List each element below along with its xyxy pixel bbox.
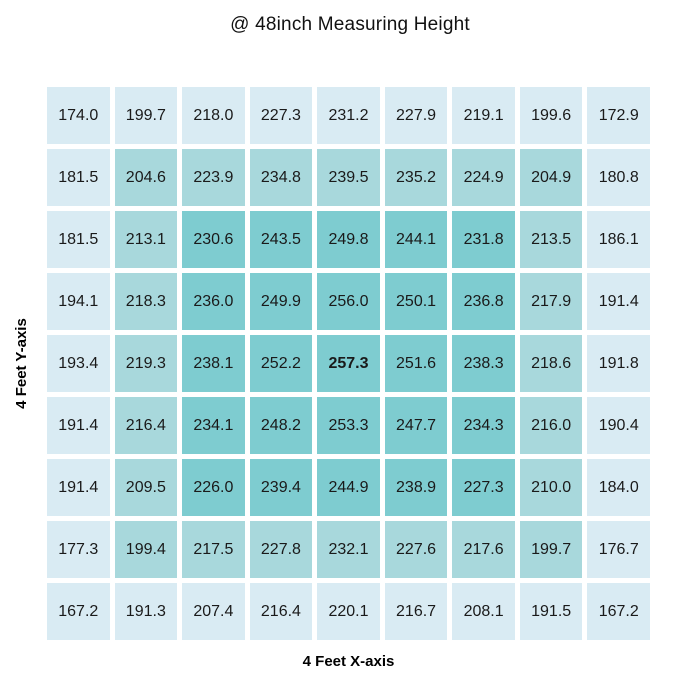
x-axis-label: 4 Feet X-axis — [302, 653, 395, 670]
heatmap-cell: 227.8 — [249, 521, 313, 578]
heatmap-cell: 236.0 — [182, 273, 245, 330]
heatmap-cell: 180.8 — [587, 149, 650, 206]
heatmap-cell: 232.1 — [317, 521, 380, 578]
heatmap-cell: 243.5 — [249, 211, 313, 268]
heatmap-cell: 252.2 — [249, 335, 313, 392]
heatmap-cell: 248.2 — [249, 397, 313, 454]
heatmap-cell: 219.3 — [114, 335, 178, 392]
heatmap-cell: 191.4 — [47, 459, 110, 516]
y-axis-label: 4 Feet Y-axis — [12, 318, 30, 409]
heatmap-cell: 249.9 — [249, 273, 313, 330]
heatmap-cell: 227.9 — [384, 87, 448, 144]
heatmap-cell: 234.1 — [182, 397, 245, 454]
heatmap-cell: 250.1 — [384, 273, 448, 330]
heatmap-cell: 217.9 — [519, 273, 583, 330]
heatmap-cell: 218.3 — [114, 273, 178, 330]
heatmap-cell: 177.3 — [47, 521, 110, 578]
heatmap-cell: 167.2 — [587, 583, 650, 640]
heatmap-cell: 167.2 — [47, 583, 110, 640]
heatmap-cell: 236.8 — [452, 273, 515, 330]
heatmap-cell: 239.4 — [249, 459, 313, 516]
heatmap-cell: 184.0 — [587, 459, 650, 516]
heatmap-cell: 204.9 — [519, 149, 583, 206]
heatmap-cell: 209.5 — [114, 459, 178, 516]
heatmap-cell: 204.6 — [114, 149, 178, 206]
heatmap-cell: 174.0 — [47, 87, 110, 144]
heatmap-cell: 224.9 — [452, 149, 515, 206]
heatmap-cell: 194.1 — [47, 273, 110, 330]
heatmap-cell: 234.3 — [452, 397, 515, 454]
heatmap-cell: 191.3 — [114, 583, 178, 640]
heatmap-cell: 231.2 — [317, 87, 380, 144]
heatmap-cell: 190.4 — [587, 397, 650, 454]
heatmap-cell: 191.5 — [519, 583, 583, 640]
heatmap-cell: 244.1 — [384, 211, 448, 268]
heatmap-cell: 193.4 — [47, 335, 110, 392]
heatmap-cell: 186.1 — [587, 211, 650, 268]
y-axis-label-container: 4 Feet Y-axis — [0, 87, 42, 640]
chart-title: @ 48inch Measuring Height — [230, 14, 470, 35]
heatmap-cell: 208.1 — [452, 583, 515, 640]
heatmap-cell: 216.0 — [519, 397, 583, 454]
heatmap-cell: 176.7 — [587, 521, 650, 578]
heatmap-cell: 218.0 — [182, 87, 245, 144]
heatmap-cell: 181.5 — [47, 211, 110, 268]
heatmap-cell: 223.9 — [182, 149, 245, 206]
heatmap-cell: 216.4 — [249, 583, 313, 640]
heatmap-cell: 207.4 — [182, 583, 245, 640]
heatmap-cell: 172.9 — [587, 87, 650, 144]
heatmap-cell: 231.8 — [452, 211, 515, 268]
heatmap-cell: 199.7 — [114, 87, 178, 144]
heatmap-cell: 213.1 — [114, 211, 178, 268]
heatmap-cell: 216.4 — [114, 397, 178, 454]
heatmap-cell: 247.7 — [384, 397, 448, 454]
heatmap-cell: 230.6 — [182, 211, 245, 268]
heatmap-cell: 213.5 — [519, 211, 583, 268]
heatmap-cell: 227.3 — [249, 87, 313, 144]
heatmap-cell: 227.3 — [452, 459, 515, 516]
heatmap-cell: 251.6 — [384, 335, 448, 392]
heatmap-cell: 181.5 — [47, 149, 110, 206]
heatmap-cell: 191.4 — [587, 273, 650, 330]
heatmap-cell: 235.2 — [384, 149, 448, 206]
heatmap-cell: 216.7 — [384, 583, 448, 640]
heatmap-cell: 257.3 — [317, 335, 380, 392]
heatmap-cell: 244.9 — [317, 459, 380, 516]
heatmap-cell: 238.3 — [452, 335, 515, 392]
heatmap-cell: 253.3 — [317, 397, 380, 454]
heatmap-cell: 226.0 — [182, 459, 245, 516]
heatmap-cell: 227.6 — [384, 521, 448, 578]
heatmap-cell: 191.4 — [47, 397, 110, 454]
heatmap-cell: 239.5 — [317, 149, 380, 206]
heatmap-cell: 218.6 — [519, 335, 583, 392]
heatmap-cell: 234.8 — [249, 149, 313, 206]
heatmap-cell: 210.0 — [519, 459, 583, 516]
heatmap-cell: 199.4 — [114, 521, 178, 578]
heatmap-cell: 191.8 — [587, 335, 650, 392]
heatmap-grid: 174.0 199.7 218.0 227.3 231.2 227.9 219.1 199.6… — [47, 87, 650, 640]
heatmap-cell: 220.1 — [317, 583, 380, 640]
heatmap-cell: 238.9 — [384, 459, 448, 516]
heatmap-cell: 256.0 — [317, 273, 380, 330]
heatmap-cell: 217.5 — [182, 521, 245, 578]
heatmap-cell: 199.6 — [519, 87, 583, 144]
heatmap-cell: 217.6 — [452, 521, 515, 578]
heatmap-cell: 238.1 — [182, 335, 245, 392]
heatmap-cell: 219.1 — [452, 87, 515, 144]
heatmap-cell: 199.7 — [519, 521, 583, 578]
heatmap-cell: 249.8 — [317, 211, 380, 268]
